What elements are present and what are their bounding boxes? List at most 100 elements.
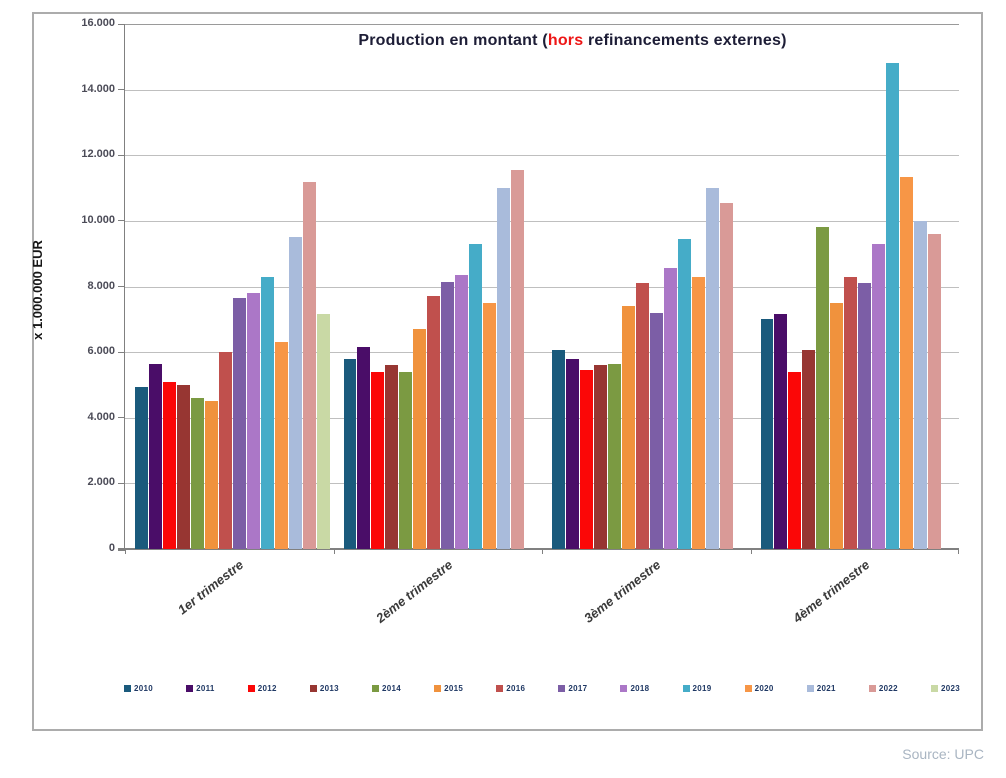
bar-2011-q4 [774, 314, 788, 549]
bar-2022-q1 [302, 181, 316, 549]
legend-swatch-2014 [372, 685, 379, 692]
bar-2021-q1 [288, 237, 302, 549]
bar-2016-q2 [427, 296, 441, 549]
bar-2019-q3 [677, 238, 691, 549]
gridline [125, 352, 959, 354]
bar-slot [274, 24, 289, 549]
y-axis-tick [118, 549, 125, 551]
bar-slot [525, 24, 539, 549]
bar-slot [663, 24, 678, 549]
bar-2010-q3 [552, 350, 565, 549]
legend-item-2019: 2019 [682, 684, 712, 693]
legend-label: 2016 [506, 684, 526, 693]
legend-item-2015: 2015 [434, 684, 463, 693]
bar-2016-q3 [635, 283, 649, 549]
bar-slot [288, 24, 303, 549]
y-tick-label: 0 [108, 542, 115, 554]
legend-swatch-2018 [620, 685, 628, 692]
bar-slot [511, 24, 525, 549]
bar-group-4 [751, 24, 960, 549]
bar-slot [176, 24, 191, 549]
legend: 2010 2011 2012 2013 2014 2015 2016 2017 2018 2019… [124, 684, 960, 693]
bar-2010-q4 [760, 319, 774, 549]
y-axis-tick [118, 417, 125, 419]
bar-slot [148, 24, 163, 549]
bar-slot [719, 24, 734, 549]
legend-item-2010: 2010 [124, 684, 153, 693]
bar-2016-q4 [844, 276, 858, 549]
bar-slot [469, 24, 483, 549]
bar-2011-q1 [148, 363, 162, 549]
bar-slot [677, 24, 692, 549]
legend-swatch-2011 [186, 685, 194, 692]
chart-frame: Production en montant (hors refinancemen… [29, 12, 983, 731]
bar-slot [565, 24, 580, 549]
bar-slot [260, 24, 275, 549]
legend-item-2014: 2014 [372, 684, 401, 693]
source-label: Source: UPC [902, 746, 984, 762]
gridline [125, 483, 959, 485]
y-axis-tick [118, 220, 125, 222]
gridline [125, 155, 959, 157]
bar-2020-q1 [274, 342, 288, 549]
gridline [125, 24, 959, 25]
y-axis-tick-labels: 0 2.000 4.000 6.000 8.000 10.000 12.000 14.000 1… [29, 17, 115, 554]
bar-slot [302, 24, 317, 549]
legend-label: 2021 [816, 684, 836, 693]
x-tick-label: 4ème trimestre [789, 557, 872, 626]
bar-2021-q3 [705, 188, 719, 549]
y-tick-label: 14.000 [81, 82, 115, 95]
y-tick-label: 6.000 [87, 345, 115, 358]
bar-slot [204, 24, 219, 549]
bar-slot [830, 24, 844, 549]
bar-2017-q2 [441, 281, 455, 549]
gridline [125, 286, 959, 288]
legend-swatch-2020 [744, 685, 752, 692]
bar-slot [886, 24, 900, 549]
bar-slot [734, 24, 748, 549]
bar-slot [343, 24, 358, 549]
bar-2016-q1 [218, 352, 232, 549]
bar-2015-q4 [830, 302, 844, 549]
bar-slot [788, 24, 802, 549]
bar-slot [135, 24, 149, 549]
legend-label: 2012 [257, 684, 277, 693]
legend-swatch-2013 [309, 685, 317, 692]
bar-slot [802, 24, 816, 549]
bar-2017-q4 [858, 283, 872, 549]
bar-2021-q4 [914, 220, 928, 549]
bar-group-1 [125, 24, 334, 549]
bar-2022-q4 [928, 234, 942, 549]
legend-swatch-2010 [124, 685, 131, 692]
legend-label: 2020 [754, 684, 774, 693]
bar-slot [483, 24, 497, 549]
legend-label: 2019 [692, 684, 712, 693]
bar-slot [316, 24, 331, 549]
legend-swatch-2022 [868, 685, 876, 692]
bar-slot [593, 24, 608, 549]
bar-slot [914, 24, 928, 549]
bar-2020-q2 [483, 302, 497, 549]
bar-2021-q2 [497, 188, 511, 549]
legend-swatch-2012 [247, 685, 255, 692]
bar-2022-q2 [511, 170, 525, 549]
legend-swatch-2019 [682, 685, 690, 692]
bar-slot [413, 24, 427, 549]
x-axis-tick [750, 549, 752, 554]
bar-2014-q3 [607, 363, 621, 549]
y-axis-tick [118, 89, 125, 91]
x-tick-label: 3ème trimestre [581, 557, 664, 626]
bar-slot [497, 24, 511, 549]
y-axis-tick [118, 286, 125, 287]
bar-2019-q2 [469, 243, 483, 549]
bar-2020-q4 [900, 176, 914, 549]
legend-label: 2010 [134, 684, 153, 693]
bar-slot [691, 24, 706, 549]
bar-2013-q3 [593, 365, 607, 549]
y-tick-label: 12.000 [81, 148, 115, 161]
bar-slot [552, 24, 566, 549]
legend-item-2018: 2018 [620, 684, 649, 693]
bar-slot [162, 24, 177, 549]
gridline [125, 89, 959, 91]
legend-label: 2013 [319, 684, 339, 693]
